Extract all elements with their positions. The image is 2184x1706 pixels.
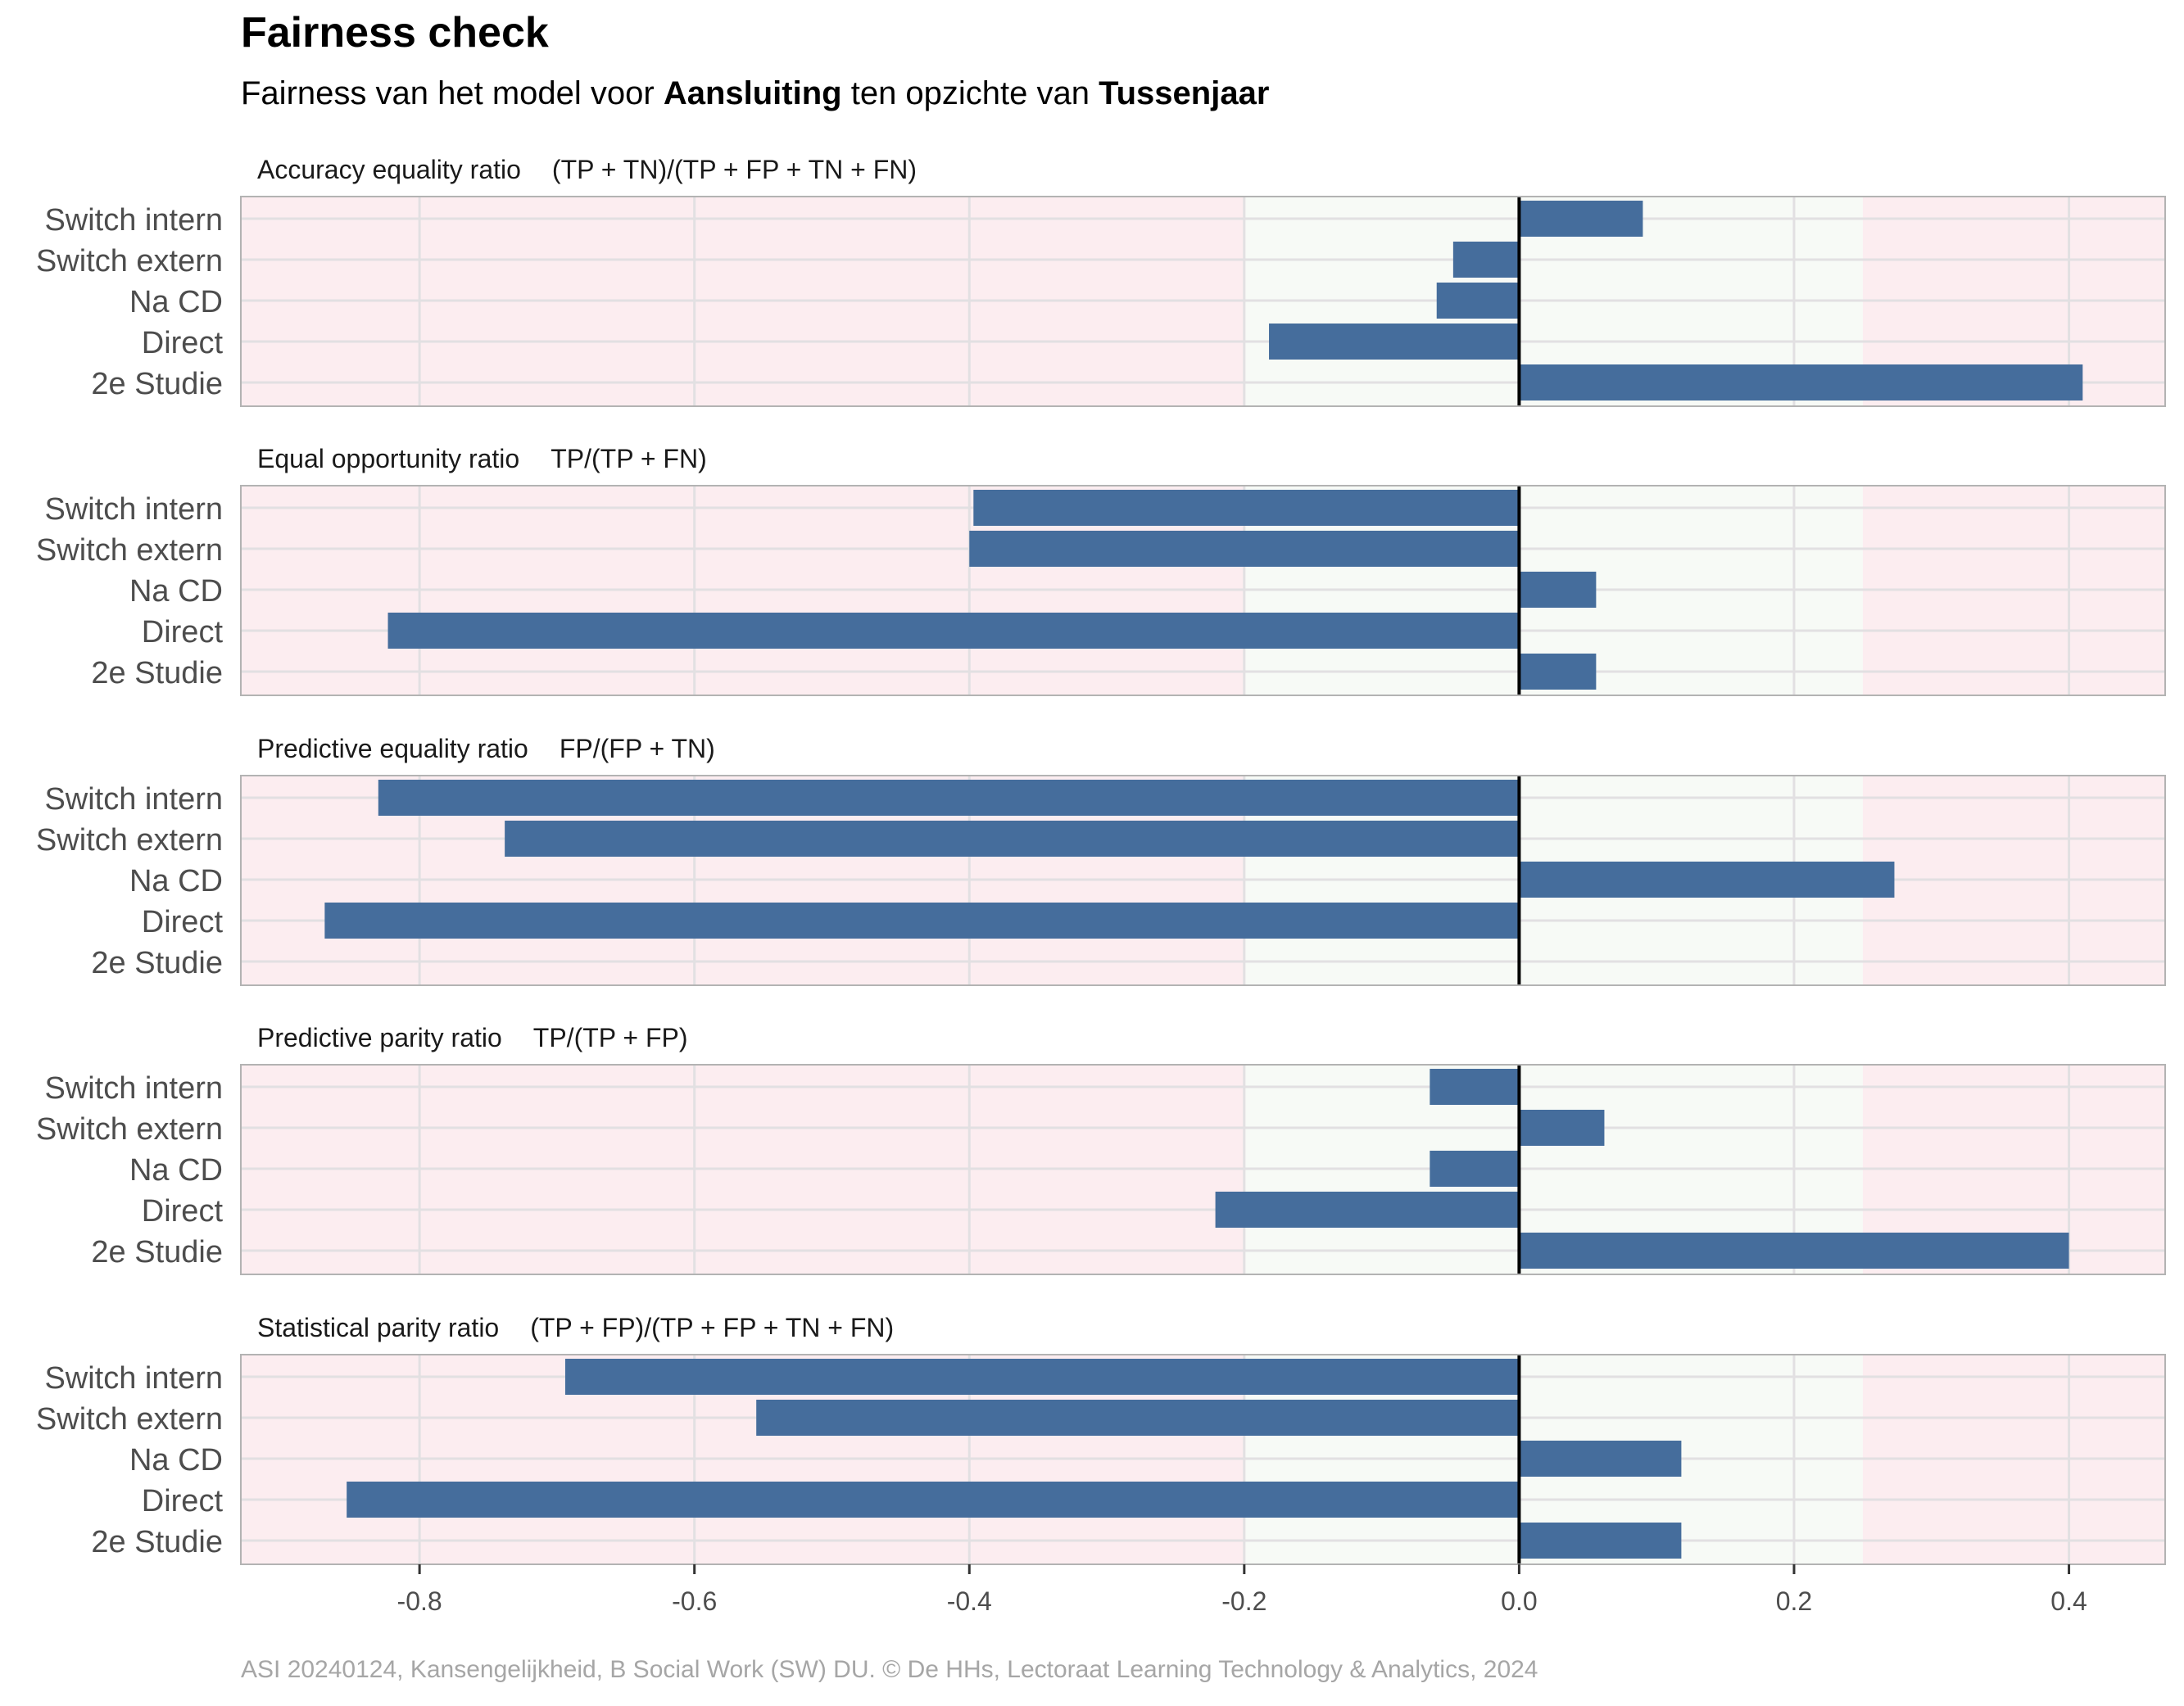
category-label: Switch extern (36, 1402, 223, 1437)
panel-border (240, 196, 2166, 407)
category-label: Direct (142, 326, 224, 360)
chart-subtitle: Fairness van het model voor Aansluiting … (241, 75, 1269, 112)
category-label: Direct (142, 905, 224, 939)
bar (378, 780, 1520, 816)
category-label: Na CD (129, 285, 223, 319)
category-label: 2e Studie (91, 1235, 223, 1269)
x-tick-label: -0.2 (1221, 1586, 1266, 1616)
x-tick-label: -0.8 (397, 1586, 442, 1616)
x-tick-label: -0.6 (672, 1586, 717, 1616)
chart-title: Fairness check (241, 9, 549, 57)
panel-border (240, 775, 2166, 986)
bar (1452, 242, 1520, 278)
bar (973, 490, 1520, 526)
category-label: Na CD (129, 1153, 223, 1188)
panel-formula: (TP + FP)/(TP + FP + TN + FN) (530, 1313, 894, 1342)
bar (1430, 1151, 1520, 1187)
x-tick-label: -0.4 (947, 1586, 992, 1616)
category-label: Direct (142, 1194, 224, 1229)
bar (324, 903, 1520, 939)
panel-title: Predictive parity ratio (257, 1023, 502, 1052)
fairness-chart: Switch intern Switch extern Na CD Direct 2e … (36, 155, 2166, 1616)
bar (1519, 1110, 1605, 1146)
category-label: Direct (142, 615, 224, 649)
category-label: Switch intern (44, 782, 223, 817)
panel-formula: TP/(TP + FN) (551, 444, 707, 473)
panel-border (240, 1354, 2166, 1565)
panel-title: Predictive equality ratio (257, 734, 528, 763)
subtitle-model: Aansluiting (663, 75, 842, 111)
chart-caption: ASI 20240124, Kansengelijkheid, B Social… (241, 1656, 1538, 1683)
category-label: 2e Studie (91, 1525, 223, 1559)
panel-title: Statistical parity ratio (257, 1313, 499, 1342)
category-label: Na CD (129, 1443, 223, 1477)
panel-title: Accuracy equality ratio (257, 155, 521, 184)
bar (756, 1400, 1520, 1436)
bar (1519, 364, 2083, 400)
category-label: Switch intern (44, 1071, 223, 1106)
bar (1519, 1233, 2069, 1269)
bar (969, 531, 1520, 567)
x-tick-label: 0.4 (2050, 1586, 2087, 1616)
bar (1519, 1441, 1682, 1477)
category-label: Switch extern (36, 1112, 223, 1147)
bar (1519, 201, 1643, 237)
category-label: 2e Studie (91, 367, 223, 401)
panel-border (240, 1064, 2166, 1275)
bar (1215, 1192, 1520, 1228)
category-label: 2e Studie (91, 946, 223, 980)
bar (1436, 283, 1520, 319)
category-label: Switch extern (36, 823, 223, 858)
panel-border (240, 485, 2166, 696)
subtitle-prefix: Fairness van het model voor (241, 75, 664, 111)
x-tick-label: 0.0 (1501, 1586, 1537, 1616)
bar (387, 613, 1520, 649)
bar (1430, 1069, 1520, 1105)
category-label: Switch intern (44, 492, 223, 527)
category-label: Switch extern (36, 533, 223, 568)
bar (1519, 654, 1597, 690)
bar (1519, 572, 1597, 608)
panel-formula: TP/(TP + FP) (533, 1023, 688, 1052)
category-label: 2e Studie (91, 656, 223, 690)
category-label: Na CD (129, 864, 223, 898)
category-label: Switch intern (44, 1361, 223, 1396)
category-label: Direct (142, 1484, 224, 1518)
subtitle-middle: ten opzichte van (841, 75, 1099, 111)
bar (505, 821, 1520, 857)
category-label: Switch intern (44, 203, 223, 238)
bar (347, 1482, 1520, 1518)
bar (564, 1359, 1520, 1395)
panel-title: Equal opportunity ratio (257, 444, 519, 473)
panel-formula: FP/(FP + TN) (560, 734, 715, 763)
category-label: Na CD (129, 574, 223, 609)
panel-formula: (TP + TN)/(TP + FP + TN + FN) (552, 155, 917, 184)
bar (1519, 1523, 1682, 1559)
x-tick-label: 0.2 (1776, 1586, 1812, 1616)
subtitle-reference: Tussenjaar (1099, 75, 1270, 111)
bar (1269, 324, 1520, 360)
category-label: Switch extern (36, 244, 223, 278)
bar (1519, 862, 1895, 898)
